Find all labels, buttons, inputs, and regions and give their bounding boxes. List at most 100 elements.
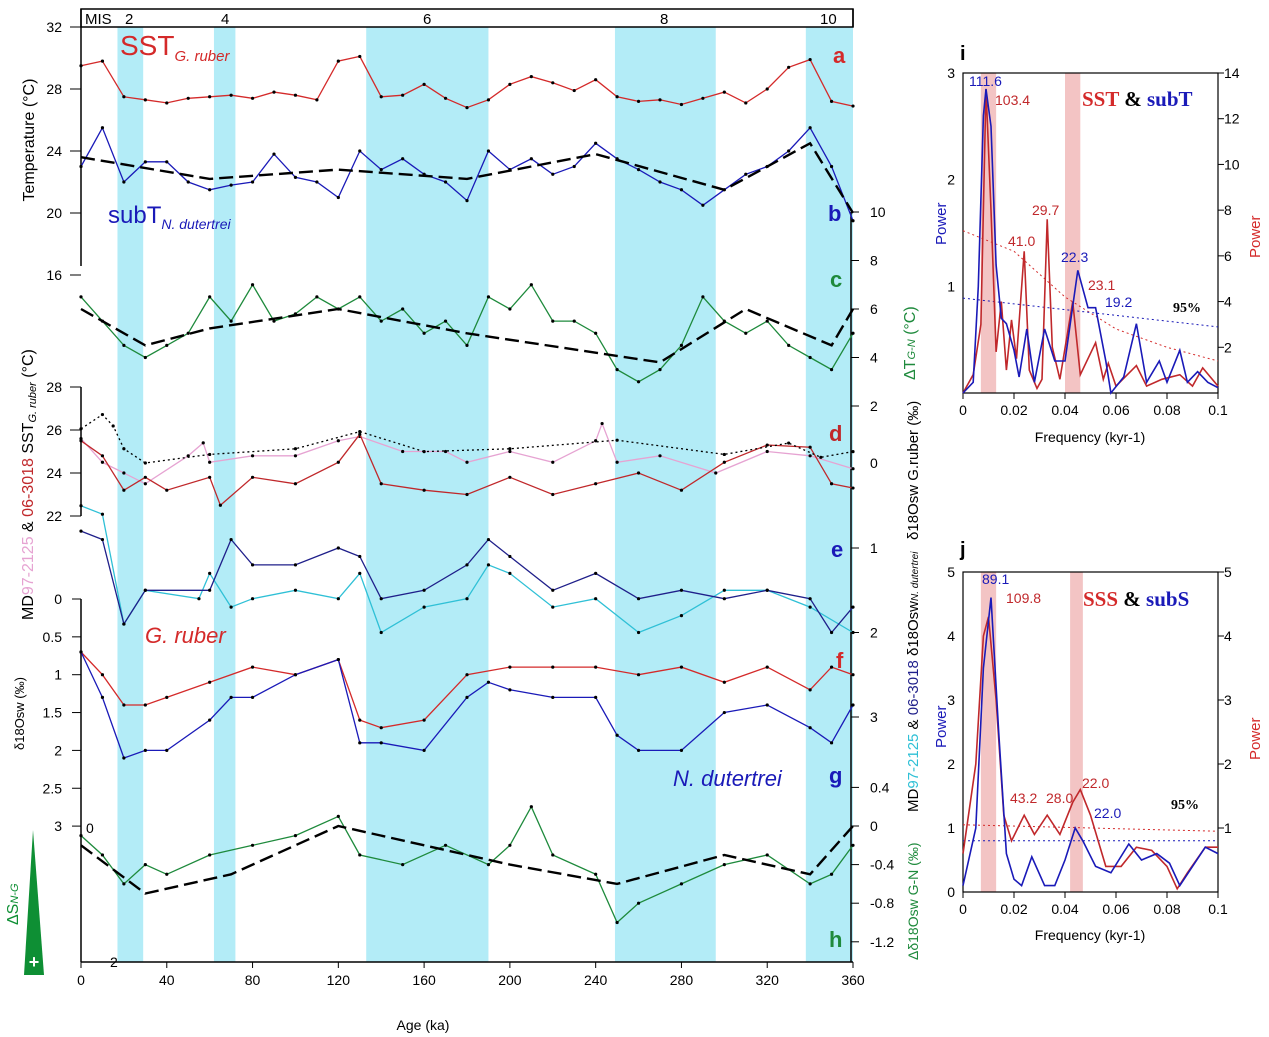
- delta-t-point: [422, 331, 426, 335]
- x-tick-label: 120: [327, 972, 351, 988]
- d18osw-06-3018-point: [422, 588, 426, 592]
- panel-j-left-tick-label: 0: [947, 884, 955, 900]
- mis-band-10: [805, 27, 853, 962]
- subt-n-dutertrei-point: [679, 188, 684, 192]
- sst-g-ruber-point: [829, 99, 834, 103]
- md97-2125-d18osw-point: [197, 597, 201, 601]
- temp-tick-label: 32: [46, 19, 62, 35]
- x-tick-label: 160: [412, 972, 436, 988]
- subt-n-dutertrei-point: [229, 183, 233, 187]
- panel-i-xlabel: Frequency (kyr-1): [1035, 429, 1145, 445]
- md97-2125-d18osw-point: [208, 571, 212, 575]
- panel-i-left-tick-label: 2: [947, 172, 955, 188]
- md97-2125-sst-point: [851, 467, 855, 471]
- d18osw-ruber-point: [100, 412, 105, 417]
- sst-md97-06-axis-label: MD97-2125 & 06-3018 SSTG. ruber (°C): [20, 349, 39, 620]
- subt-n-dutertrei-point: [829, 164, 834, 169]
- d18osw-g-ruber-point: [165, 695, 169, 700]
- d18osw-n-dutertrei-point: [422, 748, 426, 753]
- d18osw-g-ruber-point: [636, 673, 641, 677]
- delta-t-axis-label: ΔTG-N (°C): [902, 306, 919, 380]
- sst-06-3018-point: [508, 475, 512, 479]
- d18osw-n-dutertrei-point: [465, 695, 469, 700]
- d18osw-06-3018-point: [636, 597, 641, 601]
- subt-n-dutertrei-point: [186, 180, 190, 184]
- x-tick-label: 40: [159, 972, 175, 988]
- d18osw-g-ruber-point: [379, 726, 383, 730]
- md97-2125-d18osw-point: [551, 605, 555, 609]
- panel-j-right-ylabel: Power: [1247, 717, 1264, 760]
- subt-n-dutertrei-point: [272, 152, 276, 156]
- panel-j-x-tick-label: 0.06: [1102, 901, 1129, 917]
- md97-2125-d18osw-point: [100, 512, 105, 516]
- panel-j-right-tick-label: 5: [1224, 564, 1232, 580]
- panel-i-title: SST & subT: [1082, 87, 1193, 111]
- md97-2125-d18osw-point: [851, 630, 855, 635]
- delta-t-point: [186, 331, 190, 335]
- md97-2125-d18osw-point: [722, 588, 726, 592]
- md97-2125-sst-point: [401, 449, 405, 454]
- sst-g-ruber-point: [379, 95, 383, 99]
- mis-band-4: [213, 27, 236, 962]
- g-tick-label: -0.4: [870, 857, 894, 873]
- e-tick-label: 1: [870, 540, 878, 556]
- panel-j-right-tick-label: 3: [1224, 692, 1232, 708]
- delta-d18osw-point: [336, 814, 340, 818]
- age-axis-label: Age (ka): [397, 1017, 450, 1033]
- d18osw-g-ruber-point: [122, 703, 126, 707]
- d18osw-n-dutertrei-point: [851, 703, 855, 707]
- delta-d18osw-point: [250, 843, 255, 847]
- peak-label-109-8: 109.8: [1006, 590, 1041, 606]
- delta-t-point: [401, 307, 405, 311]
- delta-t-point: [551, 319, 555, 323]
- delta-t-point: [744, 331, 748, 335]
- md97-2125-sst-point: [143, 482, 147, 486]
- md97-2125-d18osw-point: [422, 605, 426, 609]
- sst-06-3018-point: [336, 460, 340, 464]
- md97-2125-sst-point: [443, 449, 448, 454]
- sst-06-3018-point: [208, 475, 212, 479]
- mis-2-label: 2: [125, 11, 133, 28]
- panel-i-x-tick-label: 0.04: [1051, 402, 1078, 418]
- peak-label-28-0: 28.0: [1046, 790, 1073, 806]
- delta-t-point: [208, 295, 212, 299]
- delta-t-point: [829, 368, 834, 372]
- sst-06-3018-point: [100, 454, 105, 458]
- d18osw-ruber-point: [508, 447, 512, 451]
- md97-2125-d18osw-point: [465, 597, 469, 601]
- delta-t-point: [229, 319, 233, 323]
- d18osw-ruber-point: [422, 450, 426, 454]
- panel-j-title: SSS & subS: [1083, 587, 1189, 611]
- x-tick-label: 320: [756, 972, 780, 988]
- panel-j-x-tick-label: 0.08: [1153, 901, 1180, 917]
- d18osw-n-dutertrei-point: [765, 703, 769, 707]
- delta-t-point: [701, 295, 705, 299]
- subt-n-dutertrei-point: [122, 180, 126, 184]
- delta-t-point: [143, 355, 147, 360]
- sst-06-3018-point: [218, 503, 222, 507]
- peak-label-29-7: 29.7: [1032, 202, 1059, 218]
- mis-10-label: 10: [820, 11, 837, 28]
- sst-06-3018-point: [551, 492, 555, 497]
- d18osw-06-3018-point: [808, 597, 812, 601]
- x-tick-label: 200: [498, 972, 522, 988]
- md97-2125-d18osw-point: [358, 571, 362, 575]
- d18osw-n-dutertrei-point: [293, 673, 298, 677]
- delta-d18osw-point: [165, 872, 169, 876]
- panel-i-right-tick-label: 14: [1224, 65, 1240, 81]
- sst-label: SSTG. ruber: [120, 30, 230, 65]
- delta-d18osw-point: [808, 882, 812, 886]
- panel-i-red-95-line: [962, 230, 1219, 362]
- md97-2125-sst-point: [293, 454, 298, 458]
- d18osw-ruber-point: [143, 461, 147, 465]
- md97-2125-sst-point: [808, 454, 812, 458]
- sst-tick-label: 26: [46, 422, 62, 438]
- panel-i-x-tick-label: 0.08: [1153, 402, 1180, 418]
- axis-ticks: 0 40 80 120 160 200 240 280 320 36016202428322468…: [43, 9, 1240, 988]
- sst-g-ruber-point: [594, 78, 598, 82]
- d18osw-ruber-point: [293, 447, 298, 451]
- sst-g-ruber-point: [401, 93, 405, 97]
- panel-i-right-tick-label: 12: [1224, 111, 1240, 127]
- delta-t-point: [122, 343, 126, 347]
- delta-d18osw-point: [615, 920, 619, 925]
